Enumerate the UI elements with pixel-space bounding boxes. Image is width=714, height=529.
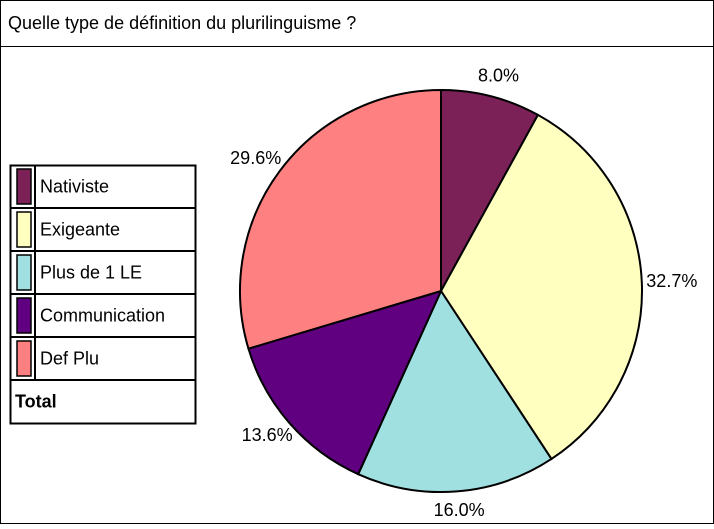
legend-label: Nativiste (40, 176, 109, 196)
pie-slice (356, 288, 553, 493)
legend-footer: Total (15, 391, 57, 411)
legend-label: Plus de 1 LE (40, 262, 142, 282)
legend-label: Def Plu (40, 348, 99, 368)
pie-slice (440, 88, 540, 292)
data-label: 8.0% (478, 66, 519, 86)
pie-slice (439, 113, 643, 461)
data-label: 16.0% (434, 500, 485, 520)
chart-title: Quelle type de définition du plurilingui… (8, 13, 356, 33)
data-label: 32.7% (646, 271, 697, 291)
legend-label: Exigeante (40, 219, 120, 239)
legend-swatch (16, 168, 32, 205)
legend-label: Communication (40, 305, 165, 325)
legend-swatch (16, 340, 32, 377)
data-label: 13.6% (242, 425, 293, 445)
legend-swatch (16, 254, 32, 291)
legend-swatch (16, 297, 32, 334)
legend-swatch (16, 211, 32, 248)
data-label: 29.6% (230, 148, 281, 168)
pie-slice (239, 88, 442, 350)
pie-slice (247, 289, 443, 476)
